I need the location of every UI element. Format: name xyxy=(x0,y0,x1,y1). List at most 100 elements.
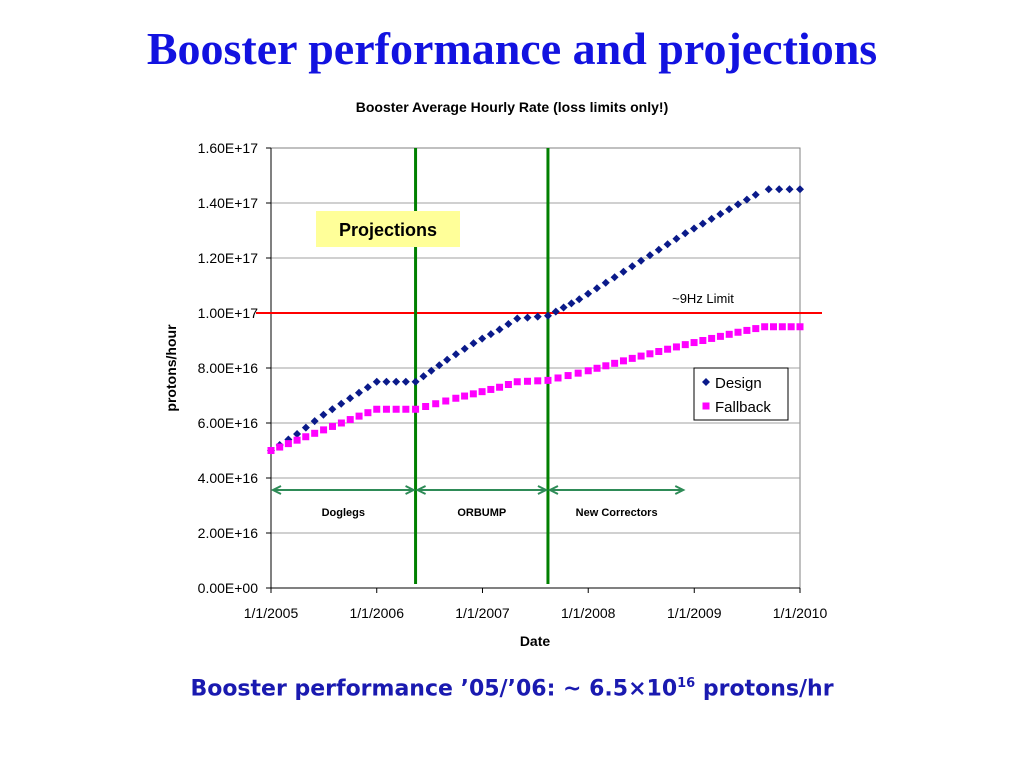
data-point-fallback xyxy=(761,323,769,331)
bottom-suffix: protons/hr xyxy=(695,676,834,702)
span-arrow-head xyxy=(415,485,427,495)
data-point-design xyxy=(401,377,410,386)
data-point-fallback xyxy=(752,325,760,333)
data-point-design xyxy=(411,377,420,386)
data-point-design xyxy=(451,350,460,359)
slide-title: Booster performance and projections xyxy=(146,23,878,74)
data-point-design xyxy=(601,278,610,287)
legend-box xyxy=(693,367,789,421)
data-point-design xyxy=(301,423,310,432)
data-point-fallback xyxy=(734,328,742,336)
y-axis-label: protons/hour xyxy=(163,324,179,412)
bottom-exponent: 16 xyxy=(677,676,696,691)
data-point-fallback xyxy=(646,350,654,358)
data-point-design xyxy=(645,251,654,260)
data-point-fallback xyxy=(554,374,562,382)
data-point-design xyxy=(742,195,751,204)
data-point-design xyxy=(435,361,444,370)
span-arrow-head xyxy=(674,485,686,495)
data-point-fallback xyxy=(544,376,552,384)
data-point-design xyxy=(775,185,784,194)
data-point-fallback xyxy=(373,405,381,413)
data-point-design xyxy=(698,219,707,228)
data-point-design xyxy=(575,295,584,304)
legend-marker xyxy=(702,402,710,410)
data-point-design xyxy=(610,273,619,282)
data-point-design xyxy=(764,185,773,194)
data-point-design xyxy=(551,307,560,316)
data-point-fallback xyxy=(611,359,619,367)
data-point-fallback xyxy=(637,352,645,360)
data-point-design xyxy=(619,267,628,276)
data-point-fallback xyxy=(311,429,319,437)
y-tick-label: 1.60E+17 xyxy=(198,140,259,156)
span-arrow xyxy=(547,485,686,495)
data-point-design xyxy=(419,372,428,381)
data-point-design xyxy=(354,388,363,397)
data-point-design xyxy=(363,383,372,392)
span-label: ORBUMP xyxy=(457,507,506,519)
span-arrow xyxy=(415,485,549,495)
data-point-design xyxy=(460,344,469,353)
y-tick-label: 1.40E+17 xyxy=(198,195,259,211)
data-point-design xyxy=(559,303,568,312)
data-point-fallback xyxy=(478,388,486,396)
data-point-fallback xyxy=(743,326,751,334)
data-point-design xyxy=(734,200,743,209)
data-point-fallback xyxy=(655,348,663,355)
data-point-fallback xyxy=(564,372,572,380)
data-point-design xyxy=(443,355,452,364)
y-tick-label: 8.00E+16 xyxy=(198,360,259,376)
data-point-design xyxy=(478,334,487,343)
data-point-design xyxy=(637,256,646,265)
span-arrow-head xyxy=(537,485,549,495)
y-tick-label: 6.00E+16 xyxy=(198,415,259,431)
data-point-design xyxy=(513,314,522,323)
data-point-design xyxy=(382,377,391,386)
data-point-fallback xyxy=(513,378,521,386)
y-tick-label: 1.20E+17 xyxy=(198,250,259,266)
data-point-fallback xyxy=(422,403,430,410)
data-point-design xyxy=(592,284,601,293)
data-point-fallback xyxy=(346,416,354,424)
data-point-fallback xyxy=(302,433,310,441)
data-point-design xyxy=(716,210,725,218)
data-point-fallback xyxy=(293,436,301,444)
data-point-fallback xyxy=(602,362,610,370)
data-point-fallback xyxy=(778,323,786,331)
data-point-fallback xyxy=(355,412,363,420)
data-point-fallback xyxy=(487,385,495,393)
data-point-fallback xyxy=(469,390,477,398)
data-point-design xyxy=(319,410,328,419)
x-tick-label: 1/1/2007 xyxy=(455,605,510,621)
data-point-design xyxy=(427,366,436,375)
data-point-design xyxy=(293,430,302,438)
data-point-design xyxy=(567,299,576,308)
span-arrow xyxy=(270,485,416,495)
y-tick-label: 4.00E+16 xyxy=(198,470,259,486)
data-point-fallback xyxy=(690,339,698,347)
series-fallback xyxy=(267,323,804,454)
data-point-fallback xyxy=(708,334,716,342)
span-arrow-head xyxy=(405,485,416,495)
data-point-fallback xyxy=(628,354,636,362)
data-point-design xyxy=(504,320,513,328)
data-point-fallback xyxy=(504,381,512,388)
data-point-design xyxy=(584,289,593,298)
legend-label: Fallback xyxy=(715,399,771,416)
data-point-design xyxy=(796,185,804,194)
data-point-design xyxy=(523,313,532,322)
data-point-design xyxy=(681,229,690,238)
span-arrow-head xyxy=(270,485,282,495)
bottom-summary: Booster performance ’05/’06: ~ 6.5×1016 … xyxy=(0,676,1024,701)
data-point-design xyxy=(543,311,552,320)
legend-marker xyxy=(702,378,710,386)
data-point-design xyxy=(372,377,381,386)
data-point-design xyxy=(751,190,760,199)
data-point-design xyxy=(654,245,663,254)
series-design xyxy=(267,185,804,455)
data-point-design xyxy=(486,330,495,339)
data-point-fallback xyxy=(699,337,707,344)
data-point-fallback xyxy=(672,343,680,351)
